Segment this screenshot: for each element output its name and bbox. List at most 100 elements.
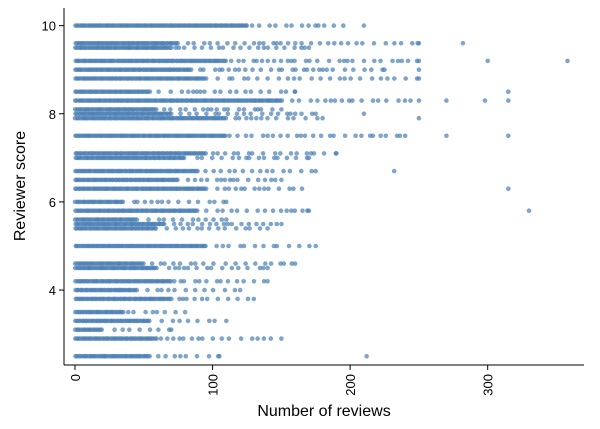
data-point [350,98,355,103]
data-point [395,58,401,64]
data-point [142,199,148,205]
data-point [306,155,312,161]
data-point [268,111,274,117]
data-point [261,279,267,284]
y-ticks: 4 6 8 10 [42,19,64,298]
data-point [315,58,320,64]
data-point [249,23,255,28]
x-tick-label: 0 [68,374,83,381]
data-point [293,155,299,161]
data-point [323,98,328,103]
data-point [188,67,194,72]
data-point [369,67,374,72]
data-point [254,76,260,81]
data-point [354,41,359,46]
data-point [196,217,201,222]
data-point [225,41,230,46]
data-point [199,221,205,227]
data-point [205,265,210,271]
data-point [342,133,348,139]
data-point [178,279,184,284]
data-point [237,287,243,293]
data-point [178,221,183,227]
data-point [184,296,189,302]
data-point [416,58,422,64]
data-point [203,217,208,222]
data-point [309,76,315,81]
data-point [210,287,216,293]
data-point [307,58,312,64]
data-point [216,226,221,231]
data-point [230,76,235,81]
data-point [241,111,247,117]
data-point [218,168,224,174]
data-point [278,41,283,46]
data-point [370,98,376,103]
data-point [254,221,259,227]
data-point [166,287,171,293]
data-point [189,336,195,341]
data-point [188,261,194,266]
data-point [274,221,280,227]
data-point [170,217,176,222]
data-point [191,41,196,46]
data-point [272,177,278,183]
data-point [299,45,304,50]
data-point [232,168,238,174]
data-point [190,221,195,227]
data-point [215,186,220,191]
data-point [173,226,179,231]
data-point [245,76,251,81]
data-point [285,41,291,46]
data-point [147,327,153,333]
data-point [162,107,167,112]
data-point [193,279,198,284]
data-point [266,186,271,191]
data-point [218,279,223,284]
data-point [225,221,230,227]
data-point [175,177,180,183]
data-point [209,107,214,112]
data-point [141,261,146,266]
data-point [284,23,289,28]
data-point [204,279,209,284]
data-point [276,76,282,81]
x-axis-title: Number of reviews [257,403,390,420]
data-point [176,265,182,271]
data-point [181,155,187,161]
data-point [265,115,270,121]
data-point [268,221,274,227]
data-point [378,58,383,64]
data-point [399,58,405,64]
data-point [236,265,241,271]
data-point [341,58,347,64]
data-point [156,353,161,359]
data-point [326,58,332,64]
data-point [266,89,272,94]
data-point [234,279,240,284]
data-point [203,76,209,81]
data-point [197,279,202,284]
data-point [273,23,278,28]
data-point [262,177,268,183]
data-point [265,226,270,231]
data-point [212,89,218,94]
data-point [270,168,275,174]
data-point [284,155,290,161]
data-point [246,151,252,156]
data-point [154,265,159,271]
data-point [175,41,180,46]
data-point [256,23,262,28]
data-point [219,217,225,222]
data-point [303,115,308,121]
data-point [156,217,162,222]
data-point [183,353,189,359]
data-point [195,199,201,205]
data-point [254,115,259,121]
data-point [241,58,246,64]
data-point [398,41,404,46]
data-point [235,151,241,156]
data-point [169,296,174,302]
data-point [221,221,227,227]
data-point [233,186,239,191]
